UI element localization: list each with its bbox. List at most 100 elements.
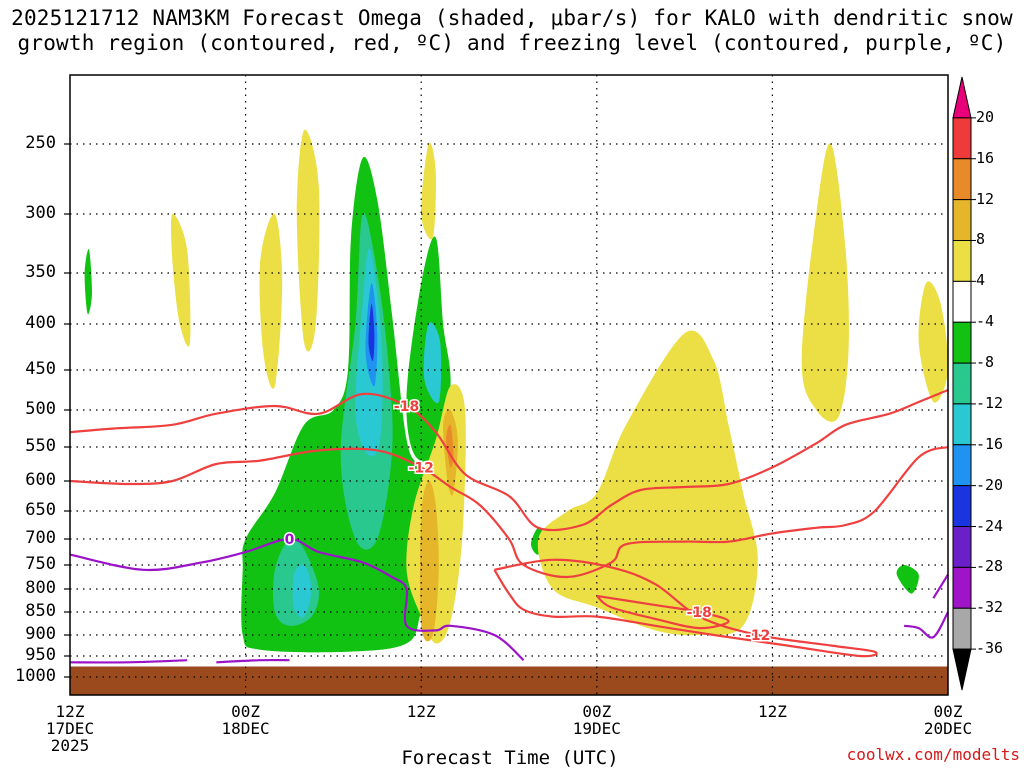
x-tick-label-line: 00Z [231,702,261,721]
colorbar-swatch-6 [952,321,972,364]
colorbar-swatch-11 [952,526,972,568]
y-tick-label-800: 800 [25,578,56,598]
x-tick-label-48: 12Z [712,703,832,754]
x-tick-label-line: 17DEC [45,719,95,738]
omega-region-17 [537,330,758,636]
colorbar-swatch-13 [952,607,972,650]
y-tick-label-600: 600 [25,470,56,490]
colorbar-swatch-5 [952,280,972,323]
omega-region-15 [421,142,437,240]
omega-region-9 [84,248,93,315]
colorbar-label-4: 4 [976,271,986,290]
credit-text: coolwx.com/modelts [846,745,1020,764]
omega-region-5 [423,322,442,404]
freezing-contour-2 [216,658,290,664]
colorbar-label-6: -8 [976,353,995,372]
omega-shading [84,129,949,653]
chart-title-line1: 2025121712 NAM3KM Forecast Omega (shaded… [11,6,1013,30]
omega-region-18 [801,143,849,422]
colorbar-swatch-8 [952,403,972,446]
x-tick-label-36: 00Z 19DEC [537,703,657,754]
y-tick-label-950: 950 [25,645,56,665]
x-tick-label-line: 00Z [933,702,963,721]
chart-title-line2: growth region (contoured, red, ºC) and f… [17,31,1007,55]
y-tick-label-350: 350 [25,262,56,282]
colorbar-swatch-4 [952,239,972,282]
omega-region-8 [368,303,375,361]
colorbar-swatch-10 [952,485,972,528]
x-tick-label-line: 20DEC [923,719,973,738]
x-tick-label-line: 18DEC [221,719,270,738]
x-tick-label-line [186,737,306,754]
x-tick-label-60: 00Z 20DEC [888,703,1008,754]
colorbar-swatch-9 [952,444,972,487]
colorbar-swatch-3 [952,199,972,241]
colorbar-label-13: -36 [976,639,1004,658]
x-tick-label-line: 12Z [406,702,436,721]
omega-region-13 [259,213,283,389]
freezing-contour-3 [903,611,949,639]
y-tick-label-1000: 1000 [15,666,56,686]
omega-region-14 [296,129,320,352]
colorbar-label-11: -28 [976,557,1004,576]
x-axis-title: Forecast Time (UTC) [401,747,619,769]
x-tick-label-line: 00Z [582,702,612,721]
dgz-contour-2 [493,558,878,658]
dgz-contour-label-2: -12 [745,628,770,644]
y-tick-label-400: 400 [25,313,56,333]
colorbar-swatch-1 [952,117,972,160]
colorbar-label-2: 12 [976,189,995,208]
freezing-contour-label-0: 0 [285,532,295,548]
plot-border [69,74,949,696]
y-tick-label-300: 300 [25,203,56,223]
colorbar-label-12: -32 [976,598,1004,617]
x-tick-label-line: 19DEC [572,719,621,738]
x-tick-label-line [361,720,481,737]
colorbar-label-1: 16 [976,148,995,167]
colorbar [952,76,976,691]
freezing-contour-4 [932,574,949,599]
y-tick-label-900: 900 [25,624,56,644]
y-tick-label-850: 850 [25,601,56,621]
omega-region-20 [419,480,439,642]
x-tick-label-0: 12Z 17DEC 2025 [10,703,130,754]
plot-frame [64,74,949,696]
x-tick-label-24: 12Z [361,703,481,754]
y-tick-label-500: 500 [25,399,56,419]
freezing-contour-0 [69,537,525,662]
colorbar-label-3: 8 [976,230,986,249]
colorbar-label-5: -4 [976,312,995,331]
x-tick-label-line [712,720,832,737]
y-tick-label-250: 250 [25,133,56,153]
x-tick-label-line: 12Z [757,702,787,721]
colorbar-swatch-12 [952,566,972,609]
dgz-contour-label-1: -12 [409,460,434,476]
freezing-contour-1 [69,659,188,664]
y-tick-label-700: 700 [25,528,56,548]
freezing-level-contours: 0 [69,531,949,664]
colorbar-swatch-14 [952,648,972,691]
x-tick-label-line: 2025 [50,736,90,755]
dgz-contour-0 [69,388,949,532]
colorbar-swatch-2 [952,158,972,201]
dgz-contour-1 [69,445,949,579]
colorbar-label-7: -12 [976,393,1004,412]
colorbar-label-0: 20 [976,107,995,126]
ground-terrain [70,666,948,695]
colorbar-swatch-0 [952,76,972,119]
colorbar-label-10: -24 [976,516,1004,535]
colorbar-label-8: -16 [976,434,1004,453]
omega-region-11 [896,565,919,594]
x-tick-label-line: 12Z [55,702,85,721]
ground-layer [70,666,948,695]
dgz-contour-3 [596,594,730,630]
colorbar-label-9: -20 [976,475,1004,494]
omega-region-19 [918,281,949,403]
x-tick-label-12: 00Z 18DEC [186,703,306,754]
y-tick-label-750: 750 [25,554,56,574]
dendritic-growth-contours: -18 -12 -12 -18 [69,388,949,658]
x-tick-label-line [712,737,832,754]
y-tick-label-550: 550 [25,436,56,456]
omega-region-6 [292,564,312,618]
